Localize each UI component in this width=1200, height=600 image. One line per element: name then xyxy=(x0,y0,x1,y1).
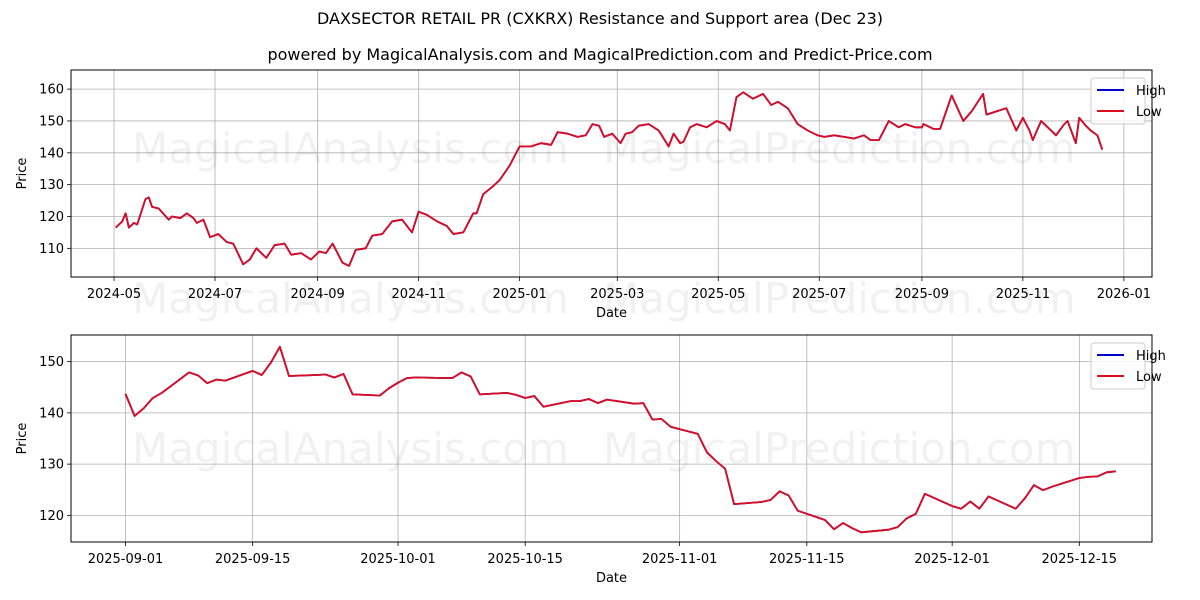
x-tick-label: 2025-11-01 xyxy=(642,552,718,567)
x-tick-label: 2024-11 xyxy=(391,287,445,302)
top-plot-frame xyxy=(70,69,1153,278)
x-tick-label: 2025-09-01 xyxy=(88,552,164,567)
y-tick-label: 150 xyxy=(39,355,64,370)
x-tick-label: 2025-12-01 xyxy=(914,552,990,567)
top-watermark-right-2: MagicalPrediction.com xyxy=(603,274,1076,323)
top-series-lines xyxy=(115,91,1104,267)
x-tick-label: 2024-09 xyxy=(290,287,344,302)
x-tick-label: 2025-10-01 xyxy=(360,552,436,567)
x-tick-label: 2025-09 xyxy=(895,287,949,302)
top-watermark-left-2: MagicalAnalysis.com xyxy=(132,274,569,323)
x-tick-label: 2025-09-15 xyxy=(215,552,291,567)
x-tick-label: 2025-12-15 xyxy=(1042,552,1118,567)
x-tick-label: 2025-05 xyxy=(691,287,745,302)
y-tick-label: 130 xyxy=(39,458,64,473)
top-legend: High Low xyxy=(1090,77,1166,125)
legend-high-label: High xyxy=(1136,349,1166,364)
bottom-series-lines xyxy=(124,345,1116,534)
y-tick-label: 140 xyxy=(39,146,64,161)
y-tick-label: 140 xyxy=(39,406,64,421)
y-tick-label: 120 xyxy=(39,210,64,225)
bottom-plot-frame xyxy=(70,334,1153,543)
x-tick-label: 2025-07 xyxy=(792,287,846,302)
top-x-axis-label: Date xyxy=(596,306,627,321)
x-tick-label: 2025-03 xyxy=(590,287,644,302)
y-tick-label: 150 xyxy=(39,114,64,129)
bottom-grid xyxy=(71,335,1152,542)
legend-low-label: Low xyxy=(1136,105,1162,120)
bottom-price-chart: MagicalAnalysis.com MagicalPrediction.co… xyxy=(15,334,1166,586)
chart-subtitle: powered by MagicalAnalysis.com and Magic… xyxy=(267,45,933,64)
chart-title: DAXSECTOR RETAIL PR (CXKRX) Resistance a… xyxy=(317,9,883,28)
top-axis-ticks: 2024-05 2024-07 2024-09 2024-11 2025-01 2025-… xyxy=(39,83,1151,302)
x-tick-label: 2024-05 xyxy=(87,287,141,302)
x-tick-label: 2025-10-15 xyxy=(487,552,563,567)
x-tick-label: 2025-11-15 xyxy=(769,552,845,567)
y-tick-label: 160 xyxy=(39,83,64,98)
bottom-x-axis-label: Date xyxy=(596,571,627,586)
x-tick-label: 2025-01 xyxy=(492,287,546,302)
top-watermark-left: MagicalAnalysis.com xyxy=(132,124,569,173)
x-tick-label: 2026-01 xyxy=(1097,287,1151,302)
top-price-chart: MagicalAnalysis.com MagicalPrediction.co… xyxy=(15,69,1166,323)
top-watermark-right: MagicalPrediction.com xyxy=(603,124,1076,173)
bottom-y-axis-label: Price xyxy=(15,423,30,455)
bottom-legend: High Low xyxy=(1090,342,1166,390)
y-tick-label: 110 xyxy=(39,242,64,257)
series-line-high xyxy=(115,91,1104,267)
series-line-low xyxy=(115,91,1104,267)
legend-low-label: Low xyxy=(1136,370,1162,385)
series-line-low xyxy=(124,345,1116,534)
x-tick-label: 2024-07 xyxy=(188,287,242,302)
bottom-watermark-left: MagicalAnalysis.com xyxy=(132,424,569,473)
legend-high-label: High xyxy=(1136,84,1166,99)
top-y-axis-label: Price xyxy=(15,158,30,190)
bottom-axis-ticks: 2025-09-01 2025-09-15 2025-10-01 2025-10-15… xyxy=(39,355,1117,567)
y-tick-label: 120 xyxy=(39,509,64,524)
top-grid xyxy=(71,70,1152,277)
y-tick-label: 130 xyxy=(39,178,64,193)
x-tick-label: 2025-11 xyxy=(996,287,1050,302)
bottom-watermark-right: MagicalPrediction.com xyxy=(603,424,1076,473)
